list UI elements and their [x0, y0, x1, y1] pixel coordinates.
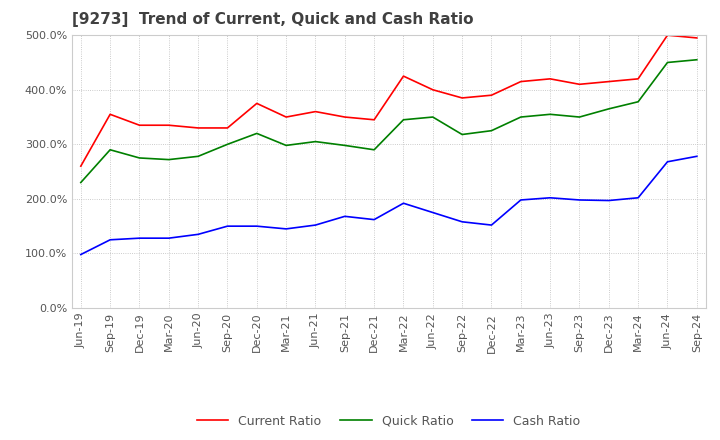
Quick Ratio: [693, 57, 701, 62]
Cash Ratio: [516, 197, 525, 202]
Cash Ratio: [546, 195, 554, 201]
Cash Ratio: [575, 197, 584, 202]
Text: [9273]  Trend of Current, Quick and Cash Ratio: [9273] Trend of Current, Quick and Cash …: [72, 12, 474, 27]
Quick Ratio: [282, 143, 290, 148]
Quick Ratio: [311, 139, 320, 144]
Quick Ratio: [106, 147, 114, 152]
Quick Ratio: [223, 142, 232, 147]
Quick Ratio: [399, 117, 408, 122]
Cash Ratio: [223, 224, 232, 229]
Current Ratio: [311, 109, 320, 114]
Line: Quick Ratio: Quick Ratio: [81, 60, 697, 183]
Cash Ratio: [194, 232, 202, 237]
Quick Ratio: [76, 180, 85, 185]
Cash Ratio: [341, 214, 349, 219]
Quick Ratio: [516, 114, 525, 120]
Quick Ratio: [458, 132, 467, 137]
Quick Ratio: [370, 147, 379, 152]
Current Ratio: [223, 125, 232, 131]
Cash Ratio: [106, 237, 114, 242]
Current Ratio: [605, 79, 613, 84]
Quick Ratio: [253, 131, 261, 136]
Cash Ratio: [634, 195, 642, 201]
Quick Ratio: [487, 128, 496, 133]
Quick Ratio: [428, 114, 437, 120]
Current Ratio: [634, 76, 642, 81]
Quick Ratio: [663, 60, 672, 65]
Current Ratio: [76, 164, 85, 169]
Current Ratio: [253, 101, 261, 106]
Line: Cash Ratio: Cash Ratio: [81, 156, 697, 254]
Current Ratio: [341, 114, 349, 120]
Current Ratio: [663, 33, 672, 38]
Cash Ratio: [693, 154, 701, 159]
Legend: Current Ratio, Quick Ratio, Cash Ratio: Current Ratio, Quick Ratio, Cash Ratio: [192, 410, 585, 433]
Quick Ratio: [546, 112, 554, 117]
Cash Ratio: [311, 223, 320, 228]
Current Ratio: [546, 76, 554, 81]
Quick Ratio: [605, 106, 613, 111]
Cash Ratio: [458, 219, 467, 224]
Current Ratio: [516, 79, 525, 84]
Cash Ratio: [663, 159, 672, 165]
Quick Ratio: [164, 157, 173, 162]
Cash Ratio: [76, 252, 85, 257]
Quick Ratio: [575, 114, 584, 120]
Current Ratio: [135, 123, 144, 128]
Current Ratio: [575, 82, 584, 87]
Current Ratio: [164, 123, 173, 128]
Cash Ratio: [370, 217, 379, 222]
Quick Ratio: [341, 143, 349, 148]
Current Ratio: [370, 117, 379, 122]
Current Ratio: [487, 92, 496, 98]
Cash Ratio: [605, 198, 613, 203]
Cash Ratio: [487, 223, 496, 228]
Quick Ratio: [194, 154, 202, 159]
Current Ratio: [194, 125, 202, 131]
Current Ratio: [428, 87, 437, 92]
Cash Ratio: [164, 235, 173, 241]
Current Ratio: [458, 95, 467, 101]
Cash Ratio: [399, 201, 408, 206]
Quick Ratio: [634, 99, 642, 104]
Current Ratio: [399, 73, 408, 79]
Current Ratio: [282, 114, 290, 120]
Line: Current Ratio: Current Ratio: [81, 35, 697, 166]
Cash Ratio: [282, 226, 290, 231]
Cash Ratio: [428, 210, 437, 215]
Cash Ratio: [135, 235, 144, 241]
Cash Ratio: [253, 224, 261, 229]
Quick Ratio: [135, 155, 144, 161]
Current Ratio: [106, 112, 114, 117]
Current Ratio: [693, 35, 701, 40]
